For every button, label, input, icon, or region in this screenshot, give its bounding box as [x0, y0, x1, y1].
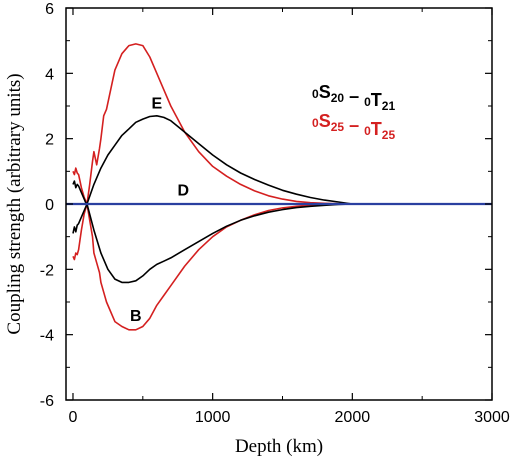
series-line-3 [72, 115, 353, 205]
y-tick-label-6: 6 [45, 1, 54, 18]
x-tick-label-3000: 3000 [474, 409, 510, 426]
curve-label-d: D [178, 182, 190, 199]
y-tick-label-2: 2 [45, 132, 54, 149]
y-tick-label--2: -2 [40, 262, 54, 279]
legend-entry-2: 0S25 – 0T25 [312, 111, 395, 142]
curve-label-b: B [130, 308, 142, 325]
y-tick-label-0: 0 [45, 197, 54, 214]
x-tick-label-0: 0 [69, 409, 78, 426]
x-tick-label-1000: 1000 [195, 409, 231, 426]
legend-entry-1: 0S20 – 0T21 [312, 82, 395, 113]
y-tick-label-4: 4 [45, 66, 54, 83]
series-line-2 [72, 203, 353, 331]
y-axis-title: Coupling strength (arbitrary units) [4, 73, 25, 334]
x-tick-label-2000: 2000 [335, 409, 371, 426]
series-line-4 [72, 203, 353, 284]
y-tick-label--6: -6 [40, 393, 54, 410]
curve-label-e: E [151, 96, 162, 113]
x-axis-title: Depth (km) [235, 436, 323, 457]
plot-frame [65, 7, 493, 401]
y-tick-label--4: -4 [40, 328, 54, 345]
series-line-1 [72, 43, 353, 205]
